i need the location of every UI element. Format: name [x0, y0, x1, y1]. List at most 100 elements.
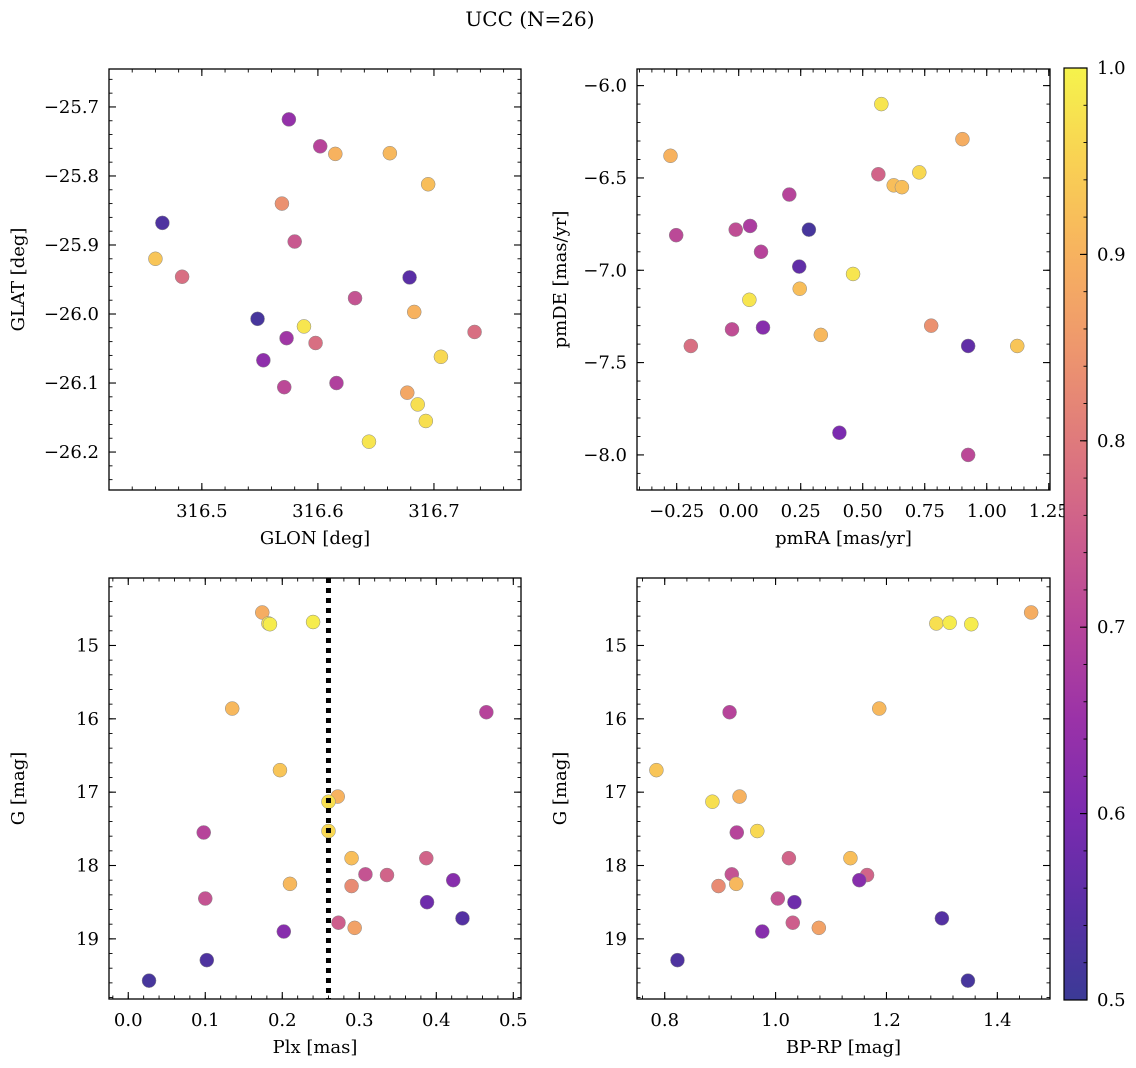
colorbar-tick-label: 0.8: [1097, 431, 1126, 452]
x-tick-label: 0.3: [345, 1010, 374, 1031]
axes-frame: [108, 68, 522, 491]
y-tick-label: −25.8: [44, 166, 99, 187]
scatter-point: [406, 304, 422, 320]
scatter-point: [742, 292, 757, 308]
scatter-point: [722, 704, 737, 720]
scatter-point: [196, 825, 211, 840]
scatter-point: [382, 145, 398, 161]
x-tick-label: 1.0: [761, 1010, 790, 1031]
scatter-point: [750, 823, 765, 839]
y-tick-label: 15: [604, 635, 627, 656]
scatter-point: [705, 794, 720, 809]
scatter-point: [276, 924, 292, 939]
scatter-point: [874, 96, 889, 112]
x-tick-label: 0.4: [422, 1010, 451, 1031]
x-axis-label: pmRA [mas/yr]: [775, 528, 912, 549]
x-tick-label: 316.7: [408, 501, 460, 522]
scatter-point: [402, 270, 417, 285]
x-tick-label: 0.00: [719, 501, 759, 522]
y-tick-label: 15: [76, 635, 99, 656]
scatter-point: [305, 614, 321, 630]
scatter-point: [871, 167, 886, 182]
scatter-point: [198, 891, 213, 906]
colorbar-tick-label: 0.9: [1097, 244, 1126, 265]
scatter-point: [942, 615, 957, 630]
y-tick-label: 17: [604, 782, 627, 803]
scatter-point: [358, 867, 373, 882]
x-tick-label: 0.25: [781, 501, 821, 522]
scatter-point: [792, 281, 807, 296]
scatter-point: [668, 227, 684, 243]
scatter-point: [433, 349, 449, 365]
x-tick-label: 316.6: [292, 501, 344, 522]
y-axis-label: pmDE [mas/yr]: [550, 211, 571, 349]
scatter-point: [912, 165, 927, 180]
scatter-point: [782, 187, 797, 202]
scatter-point: [276, 379, 292, 395]
scatter-point: [199, 952, 215, 968]
scatter-point: [832, 425, 847, 441]
scatter-point: [329, 375, 344, 391]
colorbar-tick-label: 0.6: [1097, 804, 1126, 825]
y-tick-label: 19: [604, 929, 627, 950]
scatter-point: [418, 413, 434, 429]
x-tick-label: 1.2: [872, 1010, 901, 1031]
scatter-point: [791, 259, 807, 274]
scatter-point: [419, 894, 435, 910]
scatter-point: [1023, 605, 1039, 620]
scatter-point: [729, 825, 745, 840]
colorbar-tick-label: 1.0: [1097, 58, 1126, 79]
axes-frame: [636, 577, 1051, 1000]
scatter-point: [467, 324, 482, 340]
scatter-point: [1010, 338, 1025, 354]
scatter-point: [379, 867, 395, 883]
x-tick-label: 0.8: [650, 1010, 679, 1031]
scatter-point: [256, 352, 271, 368]
scatter-point: [420, 177, 436, 192]
y-axis-label: GLAT [deg]: [8, 228, 29, 332]
panel-plx-g: 0.0 0.1 0.2 0.3 0.4 0.5 15 16 17 18 19 Plx [mas] G […: [8, 577, 528, 1058]
scatter-point: [960, 338, 976, 354]
scatter-point: [328, 146, 343, 162]
scatter-point: [155, 215, 170, 231]
scatter-point: [934, 911, 950, 926]
scatter-point: [344, 850, 359, 866]
scatter-point: [400, 385, 415, 400]
scatter-point: [279, 330, 294, 346]
scatter-point: [813, 327, 829, 343]
x-tick-label: 1.4: [983, 1010, 1012, 1031]
scatter-point: [872, 701, 887, 716]
scatter-point: [141, 973, 157, 988]
scatter-point: [174, 269, 190, 284]
scatter-point: [811, 920, 827, 936]
scatter-point: [755, 924, 770, 939]
scatter-point: [347, 290, 363, 306]
scatter-point: [785, 915, 801, 930]
scatter-point: [361, 434, 377, 449]
scatter-point: [274, 196, 290, 211]
scatter-point: [845, 266, 861, 282]
x-tick-label: 0.50: [843, 501, 883, 522]
scatter-point: [455, 911, 470, 926]
scatter-point: [755, 320, 771, 335]
scatter-point: [262, 616, 278, 632]
x-tick-label: −0.25: [649, 501, 704, 522]
scatter-point: [479, 704, 494, 720]
x-tick-label: 0.2: [268, 1010, 297, 1031]
scatter-point: [781, 850, 797, 866]
colorbar: 0.5 0.6 0.7 0.8 0.9 1.0: [1063, 58, 1126, 1011]
scatter-point: [254, 605, 270, 620]
scatter-point: [801, 222, 817, 237]
y-tick-label: −26.0: [44, 304, 99, 325]
panel-bprp-g: 0.8 1.0 1.2 1.4 15 16 17 18 19 BP-RP [mag] G [mag]: [550, 577, 1051, 1058]
scatter-point: [683, 338, 699, 354]
scatter-point: [670, 952, 685, 968]
x-tick-label: 1.25: [1029, 501, 1069, 522]
panel-pmra-pmde: −0.25 0.00 0.25 0.50 0.75 1.00 1.25 −6.0 −6.5 −7.…: [550, 68, 1069, 549]
scatter-point: [272, 762, 288, 778]
scatter-point: [649, 762, 664, 778]
y-tick-label: 19: [76, 929, 99, 950]
scatter-point: [742, 218, 758, 234]
scatter-point: [312, 139, 328, 154]
colorbar-tick-label: 0.7: [1097, 617, 1126, 638]
